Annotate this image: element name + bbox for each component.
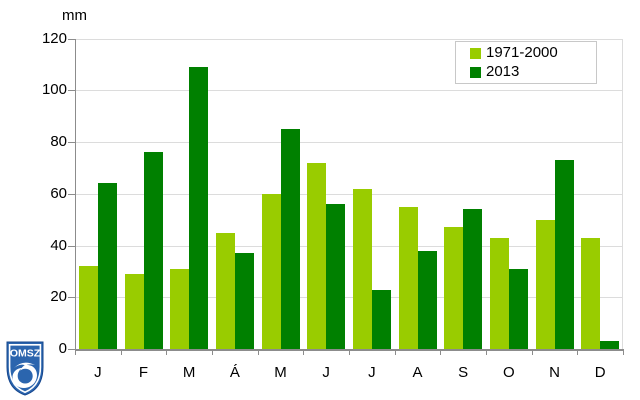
bar-2013-6-J bbox=[326, 204, 346, 349]
bar-1971-2000-9-S bbox=[444, 227, 464, 349]
y-tick-label-0: 0 bbox=[58, 340, 67, 357]
x-tick-label-5: M bbox=[274, 364, 287, 381]
x-tick bbox=[349, 349, 350, 355]
x-tick-label-12: D bbox=[594, 364, 606, 381]
x-tick-label-4: Á bbox=[229, 364, 240, 381]
legend-swatch-1971-2000 bbox=[470, 47, 481, 59]
x-tick bbox=[166, 349, 168, 355]
y-tick bbox=[68, 245, 75, 247]
logo-text: OMSZ bbox=[10, 348, 41, 360]
bar-2013-4-Á bbox=[234, 253, 254, 349]
legend: 1971-2000 2013 bbox=[455, 41, 597, 84]
bar-1971-2000-5-M bbox=[261, 193, 281, 349]
bar-2013-3-M bbox=[189, 66, 209, 349]
y-tick bbox=[68, 297, 75, 299]
x-tick-label-1: J bbox=[94, 364, 102, 381]
x-tick-label-6: J bbox=[322, 364, 330, 381]
x-tick bbox=[303, 349, 305, 355]
bar-2013-5-M bbox=[280, 129, 300, 349]
bar-1971-2000-11-N bbox=[535, 219, 555, 349]
legend-label-2013: 2013 bbox=[486, 63, 520, 80]
y-tick-label-60: 60 bbox=[50, 184, 67, 202]
logo-shield-inner-border bbox=[8, 344, 42, 394]
x-tick-label-8: A bbox=[412, 364, 423, 381]
logo-wave-icon bbox=[14, 362, 35, 368]
x-tick-label-7: J bbox=[368, 364, 376, 381]
bar-1971-2000-10-O bbox=[489, 237, 509, 349]
y-tick-label-120: 120 bbox=[41, 29, 67, 47]
x-tick-label-9: S bbox=[458, 364, 469, 381]
plot-right-border bbox=[622, 38, 623, 349]
y-tick bbox=[68, 38, 75, 40]
x-tick bbox=[257, 349, 259, 355]
bar-1971-2000-6-J bbox=[307, 162, 327, 349]
bar-2013-9-S bbox=[463, 209, 483, 349]
x-tick bbox=[531, 349, 533, 355]
y-tick bbox=[68, 90, 75, 92]
bar-2013-11-N bbox=[554, 160, 574, 349]
x-tick-label-10: O bbox=[502, 364, 515, 381]
bar-2013-1-J bbox=[97, 183, 117, 349]
bar-1971-2000-7-J bbox=[352, 188, 372, 349]
bar-1971-2000-4-Á bbox=[215, 232, 235, 349]
bar-1971-2000-3-M bbox=[170, 268, 190, 349]
x-tick-label-2: F bbox=[138, 364, 149, 381]
x-tick bbox=[623, 349, 624, 355]
bar-1971-2000-1-J bbox=[78, 266, 98, 349]
gridline-60 bbox=[75, 193, 623, 195]
y-axis-unit-label: mm bbox=[62, 7, 87, 24]
x-tick bbox=[440, 349, 442, 355]
gridline-20 bbox=[75, 297, 623, 299]
logo-swirl-icon bbox=[12, 364, 37, 388]
legend-label-1971-2000: 1971-2000 bbox=[486, 44, 558, 61]
bar-2013-10-O bbox=[508, 268, 528, 349]
gridline-100 bbox=[75, 90, 623, 92]
legend-item-1971-2000: 1971-2000 bbox=[470, 44, 596, 62]
plot-area bbox=[68, 38, 624, 355]
x-tick bbox=[486, 349, 487, 355]
y-tick-label-40: 40 bbox=[50, 236, 67, 254]
x-tick bbox=[212, 349, 213, 355]
bar-2013-2-F bbox=[143, 152, 163, 349]
x-tick-label-3: M bbox=[182, 364, 196, 381]
y-tick-label-80: 80 bbox=[50, 133, 67, 150]
bar-2013-8-A bbox=[417, 250, 437, 349]
y-tick bbox=[68, 142, 75, 143]
y-tick bbox=[68, 193, 75, 195]
bar-1971-2000-2-F bbox=[124, 273, 144, 349]
gridline-40 bbox=[75, 245, 623, 247]
gridline-120 bbox=[75, 38, 623, 40]
y-tick-label-20: 20 bbox=[50, 288, 67, 306]
x-tick bbox=[394, 349, 396, 355]
bar-1971-2000-12-D bbox=[581, 237, 601, 349]
x-tick bbox=[75, 349, 76, 355]
y-tick bbox=[68, 349, 75, 350]
x-tick bbox=[577, 349, 579, 355]
legend-item-2013: 2013 bbox=[470, 63, 596, 81]
x-tick bbox=[120, 349, 122, 355]
bar-2013-12-D bbox=[600, 341, 620, 349]
bar-2013-7-J bbox=[371, 289, 391, 349]
gridline-80 bbox=[75, 142, 623, 143]
omsz-logo: OMSZ bbox=[6, 341, 44, 396]
x-tick-label-11: N bbox=[549, 364, 560, 381]
legend-swatch-2013 bbox=[470, 66, 481, 78]
bar-1971-2000-8-A bbox=[398, 206, 418, 349]
y-tick-label-100: 100 bbox=[41, 81, 67, 99]
y-axis-line bbox=[75, 38, 76, 351]
